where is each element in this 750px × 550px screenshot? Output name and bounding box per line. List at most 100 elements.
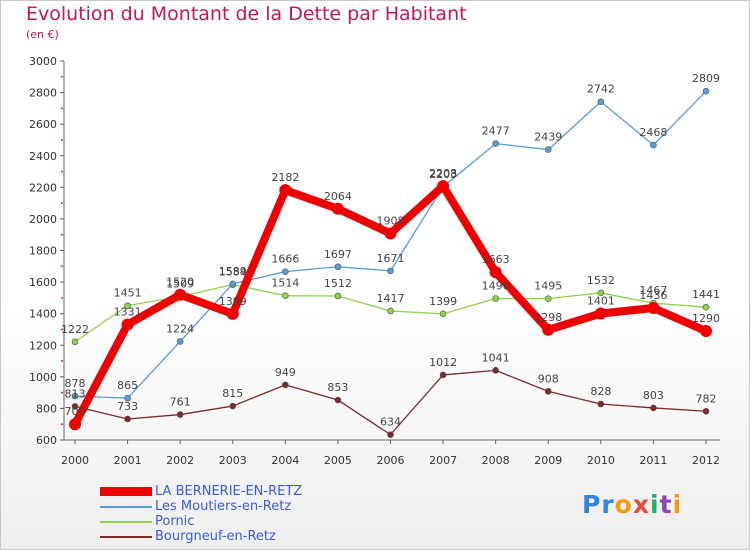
data-point (594, 307, 607, 320)
data-label: 813 (65, 387, 86, 400)
data-point (702, 87, 710, 95)
legend-swatch (100, 487, 152, 496)
data-label: 2208 (429, 167, 457, 180)
y-minor-tick (61, 107, 63, 110)
data-label: 2203 (429, 168, 457, 181)
y-tick-label: 3000 (29, 55, 57, 68)
legend-label: LA BERNERIE-EN-RETZ (155, 484, 303, 499)
legend-swatch (100, 535, 152, 538)
logo-letter: P (582, 490, 602, 519)
data-label: 1417 (377, 292, 405, 305)
data-label: 2182 (271, 171, 299, 184)
data-label: 1041 (482, 351, 510, 364)
data-label: 908 (538, 372, 559, 385)
data-point (387, 267, 394, 275)
y-minor-tick (61, 170, 63, 173)
data-point (334, 292, 342, 300)
data-point (331, 202, 344, 215)
data-label: 878 (65, 377, 86, 390)
y-tick-label: 2000 (29, 213, 57, 226)
chart-title: Evolution du Montant de la Dette par Hab… (26, 3, 467, 25)
data-label: 1520 (166, 276, 194, 289)
data-label: 949 (275, 366, 296, 379)
y-minor-tick (61, 233, 63, 236)
data-point (71, 338, 79, 346)
data-point (439, 310, 447, 318)
y-tick-label: 2800 (29, 87, 57, 100)
data-label: 1509 (166, 277, 194, 290)
data-point (492, 140, 499, 147)
y-minor-tick (61, 138, 63, 141)
y-tick-label: 600 (36, 434, 57, 447)
data-point (542, 323, 555, 336)
legend-swatch (100, 505, 152, 508)
data-label: 700 (65, 405, 86, 418)
data-label: 1399 (219, 295, 247, 308)
data-label: 2468 (639, 126, 667, 139)
data-labels-layer: 700 1331 1520 1399 2182 2064 1908 2208 1663 1298 1… (61, 72, 720, 428)
data-label: 2064 (324, 190, 352, 203)
y-tick-label: 1400 (29, 308, 57, 321)
legend-swatch (100, 520, 152, 523)
data-point (492, 295, 499, 302)
logo-letter: i (672, 490, 683, 519)
data-label: 1436 (639, 289, 667, 302)
data-point (437, 180, 450, 193)
data-label: 1512 (324, 277, 352, 290)
data-label: 1012 (429, 356, 457, 369)
y-minor-tick (61, 391, 63, 394)
y-tick-label: 1200 (29, 339, 57, 352)
logo-letter: o (614, 490, 633, 519)
y-tick-label: 1800 (29, 245, 57, 258)
data-label: 1584 (219, 266, 247, 279)
y-minor-tick (61, 328, 63, 331)
data-point (121, 318, 134, 331)
y-tick-label: 2600 (29, 118, 57, 131)
y-minor-tick (61, 202, 63, 205)
data-point (544, 295, 552, 302)
data-label: 2742 (587, 83, 615, 96)
chart-subtitle: (en €) (26, 28, 59, 41)
data-point (69, 418, 81, 431)
logo-letter: t (659, 490, 673, 519)
data-label: 634 (380, 416, 401, 429)
data-point (334, 396, 342, 404)
data-point (124, 302, 131, 309)
data-label: 1224 (166, 322, 194, 335)
x-tick-label: 2006 (377, 454, 405, 467)
x-tick-label: 2010 (587, 454, 615, 467)
data-point (282, 381, 289, 389)
x-tick-label: 2005 (324, 454, 352, 467)
logo-letter: x (632, 490, 650, 519)
data-label: 1532 (587, 274, 615, 287)
data-point (282, 292, 289, 299)
y-tick-label: 2400 (29, 150, 57, 163)
legend-label: Bourgneuf-en-Retz (155, 529, 276, 544)
data-label: 1451 (114, 287, 142, 300)
data-point (174, 288, 187, 301)
x-tick-label: 2003 (219, 454, 247, 467)
data-point (439, 371, 447, 379)
data-label: 1298 (534, 311, 562, 324)
data-label: 1441 (692, 288, 720, 301)
y-minor-tick (61, 75, 63, 78)
y-minor-tick (61, 360, 63, 363)
data-label: 1290 (692, 312, 720, 325)
data-label: 2477 (482, 125, 510, 138)
data-point (702, 407, 710, 415)
data-point (544, 388, 552, 395)
data-label: 1589 (219, 265, 247, 278)
data-label: 1222 (61, 323, 89, 336)
y-minor-tick (61, 423, 63, 426)
data-label: 815 (222, 387, 243, 400)
data-point (71, 392, 79, 400)
data-point (650, 141, 657, 149)
data-label: 803 (643, 389, 664, 402)
logo-letter: i (650, 490, 660, 519)
data-label: 1495 (534, 280, 562, 293)
data-point (700, 325, 712, 338)
data-point (71, 403, 79, 410)
x-tick-label: 2012 (692, 454, 720, 467)
data-point (229, 402, 237, 410)
data-label: 733 (117, 400, 138, 413)
